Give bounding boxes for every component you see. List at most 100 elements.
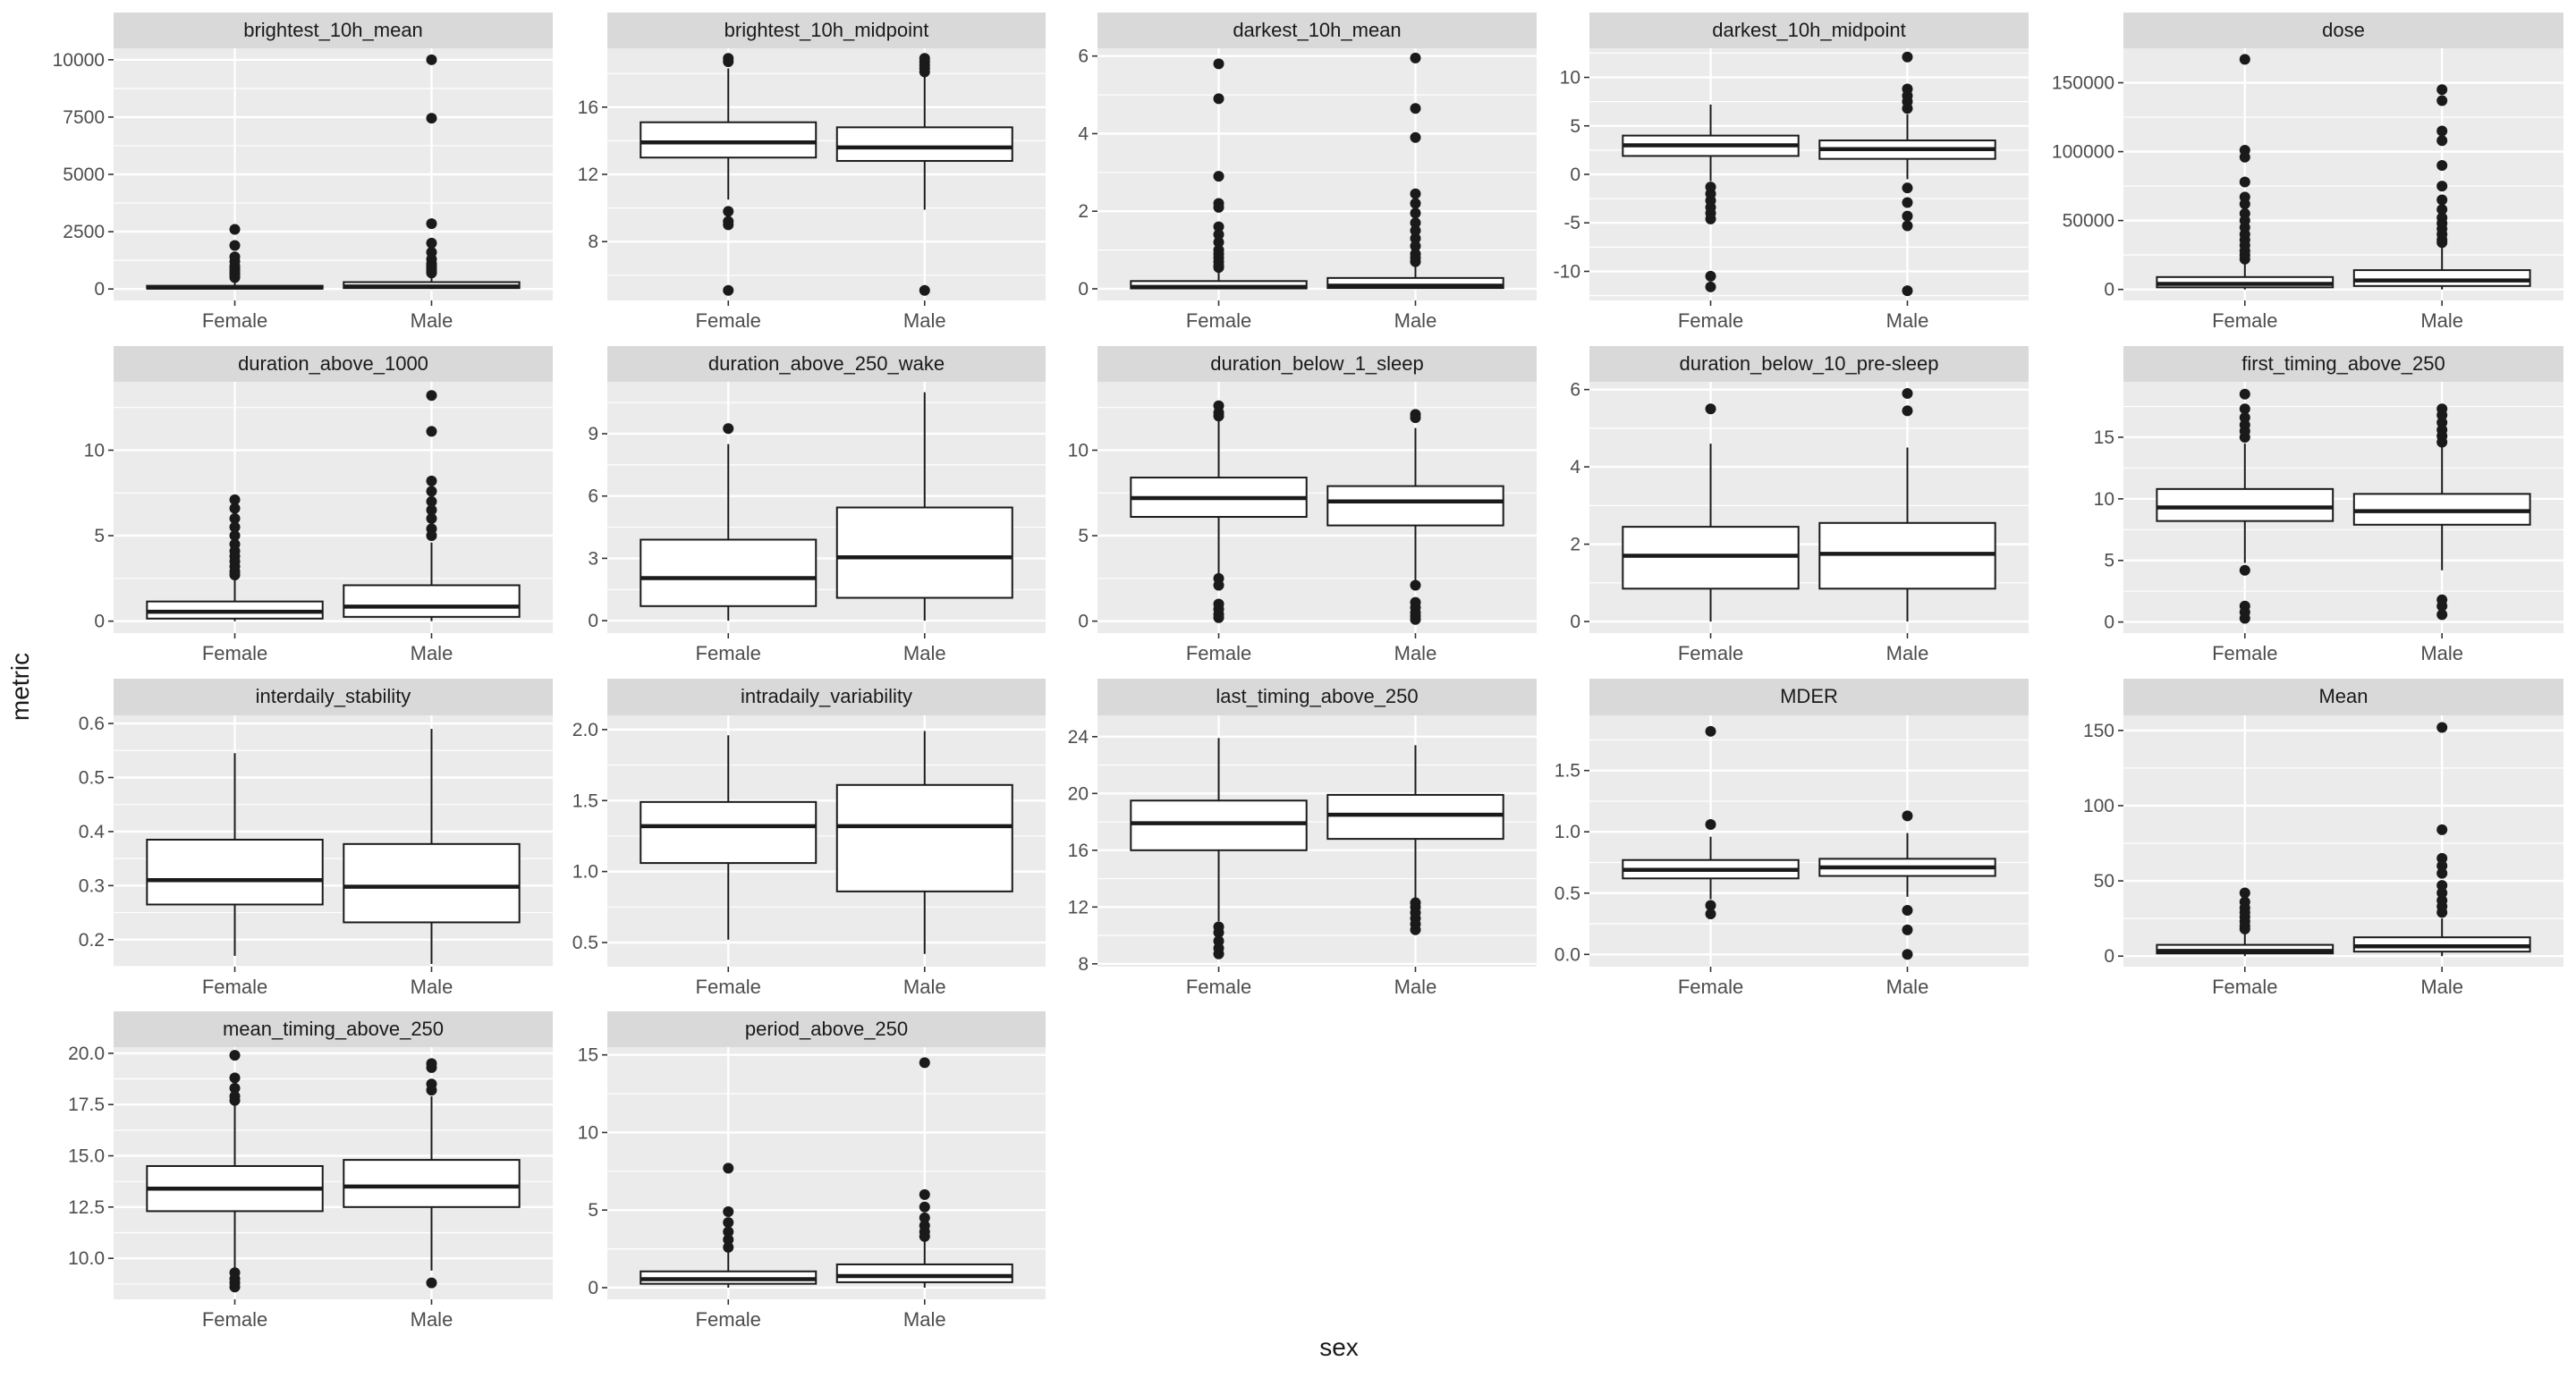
outlier-point: [1410, 131, 1421, 143]
y-tick-label: 12.5: [68, 1197, 105, 1218]
outlier-point: [919, 1201, 930, 1213]
outlier-point: [1410, 579, 1421, 591]
facet-panel: interdaily_stability 0.2 0.3 0.4 0.5 0.6 Femal…: [79, 679, 553, 998]
y-tick-label: 50000: [2063, 211, 2114, 232]
x-tick-label: Female: [1186, 976, 1251, 998]
boxplot-female: [146, 1050, 324, 1293]
x-axis-label: sex: [1319, 1333, 1359, 1361]
facet-panel: first_timing_above_250 0 5 10 15 Female Male: [2094, 346, 2563, 664]
outlier-point: [1902, 904, 1913, 916]
facet-title: intradaily_variability: [741, 685, 912, 707]
outlier-point: [1213, 410, 1224, 422]
y-tick-label: 0: [2104, 946, 2114, 967]
facet-panel: intradaily_variability 0.5 1.0 1.5 2.0 Female…: [572, 679, 1046, 998]
x-tick-label: Female: [696, 309, 761, 332]
outlier-point: [2436, 410, 2448, 421]
outlier-point: [426, 486, 437, 497]
outlier-point: [1213, 58, 1224, 70]
facet-strip: [114, 346, 553, 382]
y-tick-label: 17.5: [68, 1095, 105, 1115]
boxplot-male: [1326, 745, 1504, 935]
boxplot-male: [1818, 51, 1996, 297]
outlier-point: [1902, 51, 1913, 63]
x-tick-label: Male: [903, 1308, 946, 1331]
y-tick-label: 5: [588, 1200, 598, 1221]
x-tick-label: Male: [903, 642, 946, 664]
outlier-point: [1705, 909, 1716, 920]
outlier-point: [1410, 103, 1421, 114]
y-tick-label: 0: [2104, 280, 2114, 300]
outlier-point: [1705, 270, 1716, 282]
outlier-point: [2239, 923, 2250, 934]
x-tick-label: Female: [1678, 642, 1743, 664]
boxplot-female: [146, 224, 324, 290]
outlier-point: [1410, 412, 1421, 424]
outlier-point: [1705, 213, 1716, 224]
facet-title: period_above_250: [745, 1018, 908, 1040]
boxplot-female: [640, 423, 818, 621]
x-tick-label: Female: [696, 642, 761, 664]
y-tick-label: 0: [1570, 165, 1580, 185]
x-tick-label: Female: [202, 309, 267, 332]
y-tick-label: 6: [1078, 46, 1089, 67]
outlier-point: [2436, 125, 2448, 137]
facet-strip: [2123, 679, 2563, 715]
y-tick-label: 0.4: [79, 822, 106, 842]
outlier-point: [1213, 948, 1224, 960]
outlier-point: [1705, 818, 1716, 830]
outlier-point: [1213, 229, 1224, 241]
outlier-point: [2436, 887, 2448, 899]
boxplot-female: [1622, 104, 1800, 292]
outlier-point: [2239, 388, 2250, 400]
outlier-point: [229, 494, 241, 505]
facet-title: last_timing_above_250: [1216, 685, 1418, 707]
x-tick-label: Female: [2212, 642, 2277, 664]
outlier-point: [2436, 181, 2448, 192]
outlier-point: [2436, 417, 2448, 428]
outlier-point: [723, 1162, 734, 1174]
facet-panel: last_timing_above_250 8 12 16 20 24 Female Male: [1068, 679, 1537, 998]
y-tick-label: 5: [2104, 551, 2114, 571]
y-tick-label: 0: [94, 279, 105, 300]
outlier-point: [426, 218, 437, 230]
facet-panel: MDER 0.0 0.5 1.0 1.5 Female Male: [1555, 679, 2029, 998]
facet-title: dose: [2322, 19, 2365, 41]
boxplot-male: [343, 1058, 521, 1289]
outlier-point: [229, 512, 241, 524]
y-tick-label: 10: [84, 440, 105, 461]
y-tick-label: 0.6: [79, 714, 105, 734]
outlier-point: [919, 1057, 930, 1069]
outlier-point: [2436, 237, 2448, 249]
boxplot-male: [2352, 403, 2531, 621]
boxplot-male: [1818, 387, 1996, 622]
y-tick-label: 0.5: [79, 767, 105, 788]
x-tick-label: Male: [1886, 976, 1929, 998]
outlier-point: [229, 1072, 241, 1084]
facet-strip: [607, 679, 1046, 715]
facet-strip: [114, 1011, 553, 1047]
x-tick-label: Female: [202, 1308, 267, 1331]
y-tick-label: 1.0: [1555, 822, 1580, 842]
y-tick-label: 10: [578, 1122, 598, 1143]
y-tick-label: 4: [1570, 457, 1580, 478]
outlier-point: [1705, 281, 1716, 292]
y-tick-label: 10.0: [68, 1248, 105, 1269]
outlier-point: [1410, 232, 1421, 244]
facet-panel: duration_above_1000 0 5 10 Female Male: [84, 346, 553, 664]
outlier-point: [1410, 188, 1421, 199]
facet-strip: [2123, 346, 2563, 382]
outlier-point: [229, 570, 241, 581]
outlier-point: [426, 504, 437, 516]
outlier-point: [723, 423, 734, 435]
panel-background: [1589, 715, 2029, 967]
outlier-point: [1213, 262, 1224, 274]
outlier-point: [229, 503, 241, 514]
facet-strip: [607, 1011, 1046, 1047]
outlier-point: [1410, 613, 1421, 625]
y-tick-label: 12: [1068, 897, 1089, 917]
outlier-point: [1902, 103, 1913, 114]
outlier-point: [2436, 867, 2448, 879]
y-tick-label: 0: [588, 1278, 598, 1298]
